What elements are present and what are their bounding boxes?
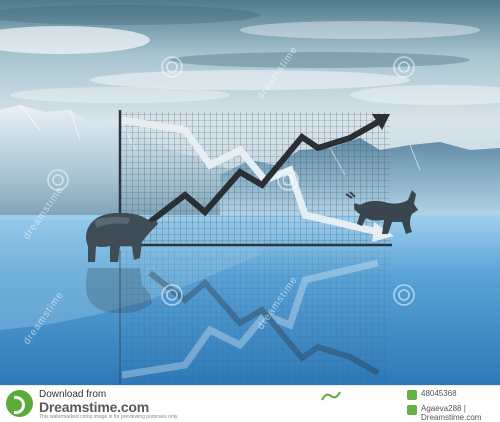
image-id: 48045368: [421, 389, 457, 398]
watermark-layer: [47, 56, 415, 306]
brand-name[interactable]: Dreamstime.com: [39, 399, 150, 415]
falling-arrow: [121, 116, 379, 236]
chart-reflection: [119, 250, 390, 385]
mini-logo-icon: [321, 391, 341, 401]
bear-reflection: [86, 268, 152, 314]
credit-text: Agaeva288 | Dreamstime.com: [421, 404, 482, 422]
bear-figure: [86, 212, 158, 262]
rising-arrow: [148, 119, 380, 225]
credit-icon: [407, 405, 417, 415]
dreamstime-logo-icon: [6, 390, 33, 417]
stock-photo: dreamstime dreamstime dreamstime dreamst…: [0, 0, 500, 385]
scene-illustration: dreamstime dreamstime dreamstime dreamst…: [0, 0, 500, 385]
bull-figure: [345, 190, 418, 234]
image-id-icon: [407, 390, 417, 400]
download-label: Download from: [39, 389, 107, 400]
watermark-footer: Download from Dreamstime.com This waterm…: [0, 385, 500, 422]
fine-print: This watermarked comp image is for previ…: [39, 414, 179, 420]
rising-arrowhead: [372, 114, 390, 130]
clouds: [0, 21, 500, 105]
